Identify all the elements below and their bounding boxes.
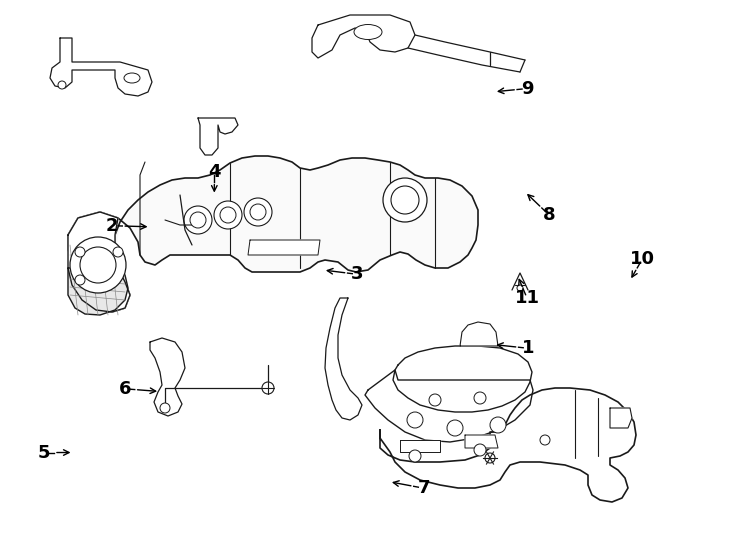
Polygon shape [365,370,533,442]
Circle shape [474,392,486,404]
Text: 8: 8 [542,206,556,224]
Circle shape [250,204,266,220]
Polygon shape [610,408,632,428]
Text: 11: 11 [515,289,539,307]
Polygon shape [68,156,478,312]
Circle shape [485,453,495,463]
Circle shape [517,285,523,291]
Circle shape [214,201,242,229]
Polygon shape [150,338,185,416]
Text: 7: 7 [417,479,430,497]
Text: 10: 10 [630,250,655,268]
Circle shape [407,412,423,428]
Ellipse shape [124,73,140,83]
Circle shape [409,450,421,462]
Text: 6: 6 [118,380,131,398]
Polygon shape [325,298,362,420]
Polygon shape [312,15,415,58]
Circle shape [70,237,126,293]
Polygon shape [393,346,532,412]
Circle shape [184,206,212,234]
Circle shape [75,275,85,285]
Circle shape [540,435,550,445]
Circle shape [474,444,486,456]
Polygon shape [198,118,238,155]
Circle shape [429,394,441,406]
Polygon shape [248,240,320,255]
Text: 4: 4 [208,163,221,181]
Ellipse shape [354,24,382,39]
Polygon shape [68,212,130,312]
Polygon shape [115,156,478,272]
Circle shape [160,403,170,413]
Text: 3: 3 [351,265,364,284]
Text: 2: 2 [106,217,119,235]
Polygon shape [68,268,128,315]
Circle shape [447,420,463,436]
Circle shape [75,247,85,257]
Polygon shape [460,322,498,346]
Circle shape [383,178,427,222]
Polygon shape [400,440,440,452]
Circle shape [262,382,274,394]
Text: 9: 9 [520,79,534,98]
Polygon shape [50,38,152,96]
Polygon shape [465,435,498,448]
Circle shape [113,247,123,257]
Circle shape [391,186,419,214]
Polygon shape [380,388,636,502]
Circle shape [80,247,116,283]
Text: 5: 5 [37,443,51,462]
Circle shape [220,207,236,223]
Circle shape [490,417,506,433]
Text: 1: 1 [522,339,535,357]
Circle shape [244,198,272,226]
Circle shape [190,212,206,228]
Circle shape [58,81,66,89]
